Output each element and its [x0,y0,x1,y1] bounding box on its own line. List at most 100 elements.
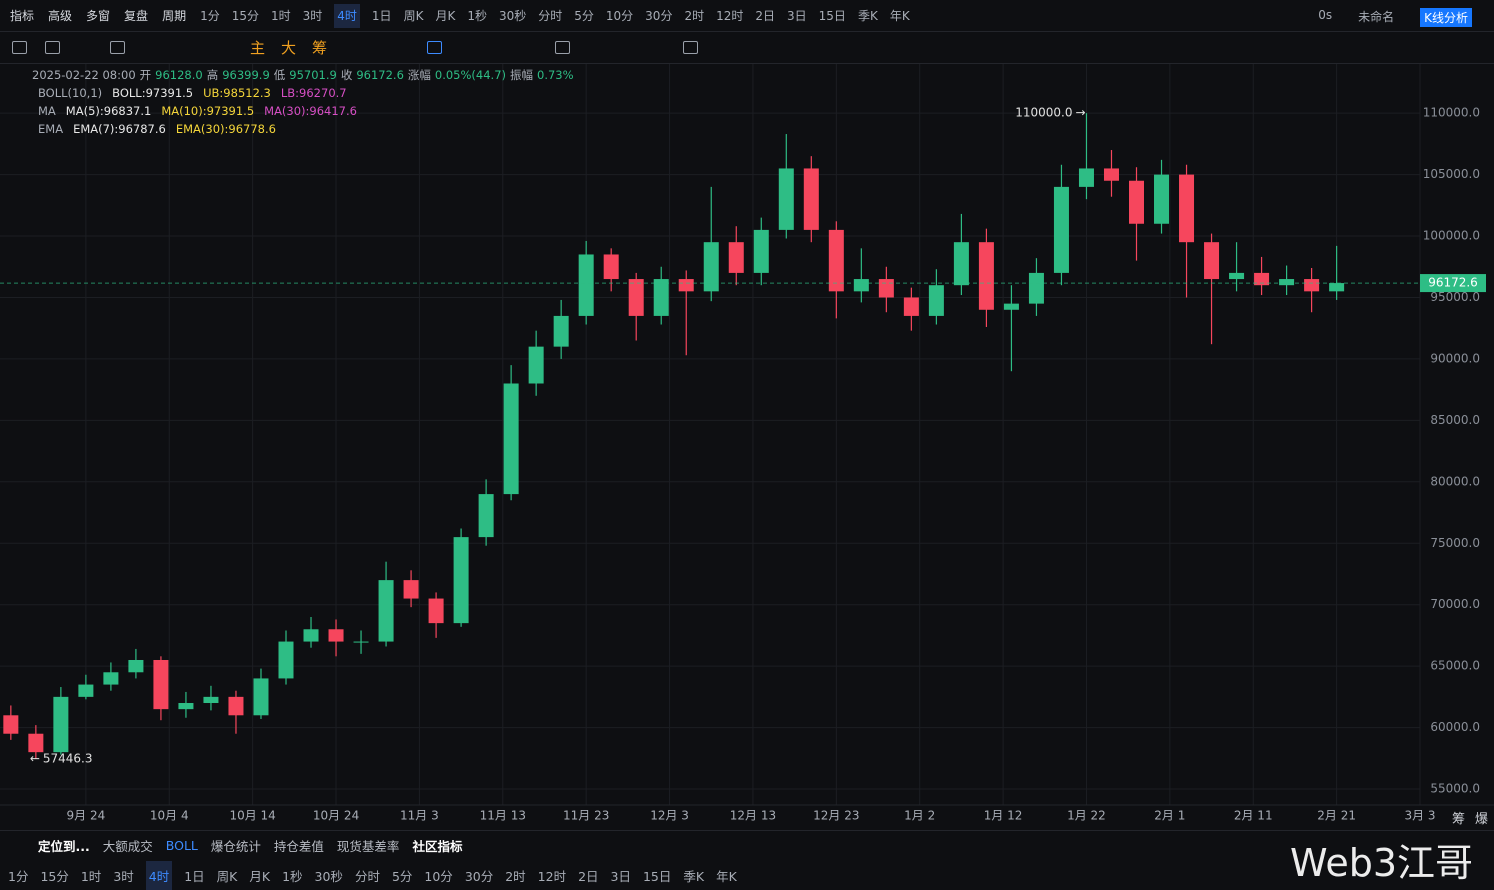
bottom-tab[interactable]: 持仓差值 [273,839,324,854]
max-label: 110000.0 [1015,106,1072,120]
timeframe[interactable]: 1时 [80,868,102,884]
info-field: 振幅 [510,68,534,82]
bottom-tab[interactable]: 现货基差率 [336,839,400,854]
timeframe[interactable]: 3时 [302,9,323,23]
timeframe[interactable]: 周K [216,868,238,884]
indicator-value: EMA(30):96778.6 [175,122,276,136]
top-action[interactable]: 0s [1318,8,1333,22]
x-tick-label: 1月 22 [1067,809,1106,823]
timeframe[interactable]: 1时 [271,9,291,23]
timeframe[interactable]: 年K [889,9,910,23]
candle-body [1103,168,1119,181]
watermark: Web3江哥 [1290,841,1474,885]
y-tick-label: 75000.0 [1430,536,1480,550]
overlay-toggle[interactable]: 主 [250,39,266,57]
candle-body [553,315,569,347]
candle-body [453,537,469,624]
x-tick-label: 10月 14 [229,809,275,823]
timeframe[interactable]: 1秒 [282,868,303,884]
timeframe[interactable]: 30分 [645,9,673,23]
timeframe[interactable]: 2时 [684,9,705,23]
timeframe[interactable]: 3日 [787,9,807,23]
candle-body [1204,242,1220,280]
indicator-value: MA(30):96417.6 [264,104,357,118]
y-tick-label: 105000.0 [1423,167,1480,181]
candle-body [1028,272,1044,304]
bottom-tab[interactable]: BOLL [165,838,198,853]
timeframe[interactable]: 1日 [371,9,392,23]
corner-item[interactable]: 爆 [1475,812,1489,827]
timeframe[interactable]: 5分 [391,868,413,884]
indicator-name[interactable]: MA [38,104,56,118]
y-tick-label: 95000.0 [1430,290,1480,304]
menu-item[interactable]: 多窗 [86,9,111,23]
candle-body [78,684,94,697]
timeframe[interactable]: 季K [857,9,878,23]
timeframe[interactable]: 月K [435,9,456,23]
candle-body [1128,180,1145,224]
timeframe[interactable]: 5分 [574,9,594,23]
timeframe[interactable]: 1分 [200,9,220,23]
draw-toolbar: 主大筹 [0,32,1494,64]
indicator-value: LB:96270.7 [280,86,347,100]
timeframe[interactable]: 2时 [505,868,526,884]
bottom-tab[interactable]: 社区指标 [412,839,463,854]
timeframe[interactable]: 4时 [145,860,173,890]
candle-body [528,346,544,384]
bottom-tab[interactable]: 大额成交 [102,839,153,854]
timeframe[interactable]: 30分 [464,868,494,884]
menu-item[interactable]: 周期 [162,9,187,23]
timeframe[interactable]: 周K [403,9,424,23]
menu-item[interactable]: 指标 [10,9,35,23]
timeframe[interactable]: 15日 [818,9,846,23]
timeframe[interactable]: 1日 [184,868,205,884]
timeframe[interactable]: 季K [683,868,705,884]
timeframe[interactable]: 分时 [354,868,380,884]
timeframe[interactable]: 15分 [40,868,69,884]
timeframe[interactable]: 2日 [755,9,776,23]
timeframe[interactable]: 30秒 [314,868,343,884]
timeframe[interactable]: 1分 [8,868,29,884]
info-field: 涨幅 [407,68,431,82]
top-action[interactable]: K线分析 [1420,8,1472,27]
overlay-toggle[interactable]: 大 [281,39,297,57]
x-tick-label: 2月 21 [1317,809,1356,823]
timeframe[interactable]: 30秒 [498,9,527,23]
menu-item[interactable]: 高级 [48,9,73,23]
overlay-toggle[interactable]: 筹 [312,39,328,57]
timeframe[interactable]: 10分 [605,9,634,23]
timeframe[interactable]: 3时 [113,868,134,884]
candle-body [903,297,919,316]
candle-body [53,696,69,753]
indicator-value: MA(5):96837.1 [65,104,152,118]
top-action[interactable]: 未命名 [1358,10,1395,24]
timeframe[interactable]: 月K [249,868,271,884]
timeframe[interactable]: 4时 [334,4,360,28]
bottom-tab[interactable]: 定位到... [38,839,90,854]
icon [555,41,570,54]
candle-body [678,279,694,292]
price-axis-bg [1420,64,1494,830]
timeframe[interactable]: 1秒 [467,9,487,23]
menu-item[interactable]: 复盘 [124,9,149,23]
x-tick-label: 10月 4 [150,809,189,823]
timeframe[interactable]: 10分 [424,868,453,884]
candle-body [3,715,19,734]
candle-body [128,659,144,673]
bottom-tab[interactable]: 爆仓统计 [210,839,261,854]
timeframe[interactable]: 12时 [537,868,567,884]
candle-body [328,629,344,642]
timeframe[interactable]: 12时 [716,9,744,23]
timeframe[interactable]: 15日 [642,868,672,884]
timeframe[interactable]: 年K [716,868,737,884]
timeframe[interactable]: 分时 [538,9,563,23]
timeframe[interactable]: 15分 [231,9,259,23]
timeframe[interactable]: 2日 [578,868,599,884]
indicator-value: MA(10):97391.5 [161,104,255,118]
timeframe[interactable]: 3日 [610,868,631,884]
ohlc-line: 2025-02-22 08:00 开 96128.0 高 96399.9 低 95701.9… [32,66,578,84]
indicator-name[interactable]: EMA [38,122,64,136]
candle-body [1154,174,1170,224]
indicator-name[interactable]: BOLL(10,1) [38,86,103,100]
corner-item[interactable]: 筹 [1452,812,1466,827]
